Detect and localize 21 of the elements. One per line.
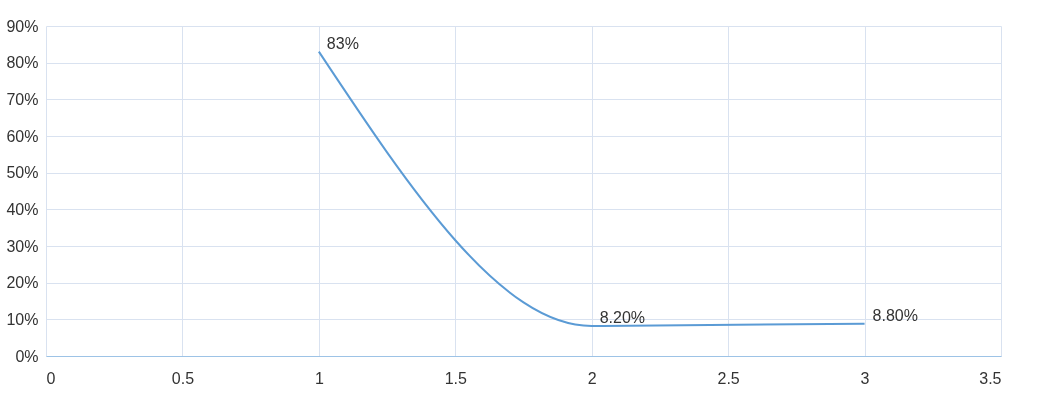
y-tick-label: 30% [6,237,39,255]
x-tick-label: 2.5 [717,369,740,387]
x-tick-label: 3.5 [979,369,1002,387]
x-tick-label: 1.5 [444,369,467,387]
y-tick-label: 50% [6,164,39,182]
x-tick-label: 3 [860,369,870,387]
y-tick-label: 10% [6,310,39,328]
y-tick-label: 90% [6,17,39,35]
y-tick-label: 0% [15,347,39,365]
y-tick-label: 60% [6,127,39,145]
x-tick-label: 0.5 [171,369,195,387]
x-tick-label: 2 [587,369,597,387]
data-label: 83% [326,34,359,52]
x-tick-label: 1 [314,369,324,387]
data-label: 8.20% [599,308,646,326]
y-tick-label: 80% [6,54,39,72]
x-tick-label: 0 [46,369,56,387]
y-tick-label: 70% [6,90,39,108]
y-tick-label: 40% [6,200,39,218]
y-tick-label: 20% [6,274,39,292]
data-label: 8.80% [872,306,918,324]
